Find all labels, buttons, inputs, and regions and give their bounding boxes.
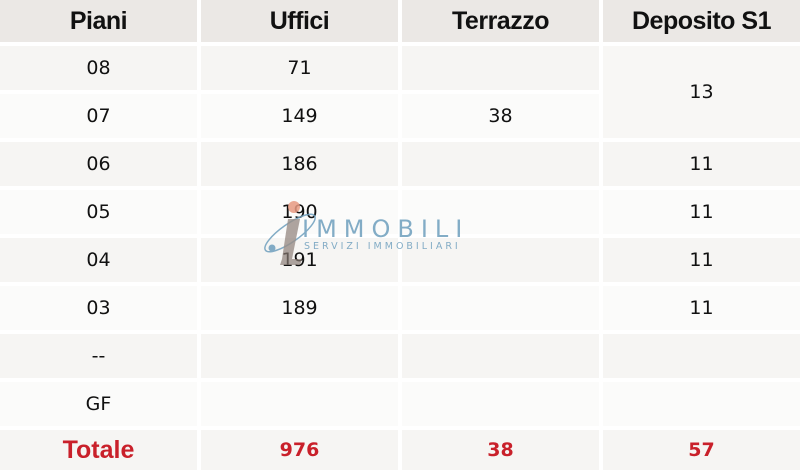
cell-piano: GF <box>0 382 197 426</box>
cell-uffici: 189 <box>201 286 398 330</box>
cell-piano: 06 <box>0 142 197 186</box>
total-deposito: 57 <box>603 430 800 470</box>
cell-uffici: 190 <box>201 190 398 234</box>
cell-uffici <box>201 382 398 426</box>
table-row: 06 186 11 <box>0 142 800 186</box>
cell-terrazzo <box>402 334 599 378</box>
cell-piano: 03 <box>0 286 197 330</box>
header-piani: Piani <box>0 0 197 42</box>
cell-piano: 05 <box>0 190 197 234</box>
table-row: 04 191 11 <box>0 238 800 282</box>
cell-piano: 08 <box>0 46 197 90</box>
cell-terrazzo <box>402 142 599 186</box>
table-row: 07 149 38 <box>0 94 800 138</box>
cell-deposito: 11 <box>603 286 800 330</box>
cell-deposito: 11 <box>603 238 800 282</box>
table-row: -- <box>0 334 800 378</box>
cell-deposito: 13 <box>603 46 800 138</box>
cell-deposito: 11 <box>603 190 800 234</box>
table-row: 08 71 13 <box>0 46 800 138</box>
cell-deposito <box>603 382 800 426</box>
cell-piano: 04 <box>0 238 197 282</box>
table-row: 03 189 11 <box>0 286 800 330</box>
cell-uffici: 186 <box>201 142 398 186</box>
cell-terrazzo <box>402 286 599 330</box>
cell-terrazzo: 38 <box>402 94 599 138</box>
total-label: Totale <box>0 430 197 470</box>
cell-uffici: 71 <box>201 46 398 90</box>
cell-terrazzo <box>402 190 599 234</box>
table-row: GF <box>0 382 800 426</box>
cell-terrazzo <box>402 46 599 90</box>
cell-terrazzo <box>402 238 599 282</box>
cell-uffici: 191 <box>201 238 398 282</box>
total-terrazzo: 38 <box>402 430 599 470</box>
cell-deposito: 11 <box>603 142 800 186</box>
total-row: Totale 976 38 57 <box>0 430 800 470</box>
header-row: Piani Uffici Terrazzo Deposito S1 <box>0 0 800 42</box>
header-terrazzo: Terrazzo <box>402 0 599 42</box>
header-uffici: Uffici <box>201 0 398 42</box>
cell-uffici <box>201 334 398 378</box>
cell-deposito <box>603 334 800 378</box>
cell-uffici: 149 <box>201 94 398 138</box>
total-uffici: 976 <box>201 430 398 470</box>
header-deposito: Deposito S1 <box>603 0 800 42</box>
cell-piano: 07 <box>0 94 197 138</box>
table-row: 05 190 11 <box>0 190 800 234</box>
cell-piano: -- <box>0 334 197 378</box>
cell-terrazzo <box>402 382 599 426</box>
